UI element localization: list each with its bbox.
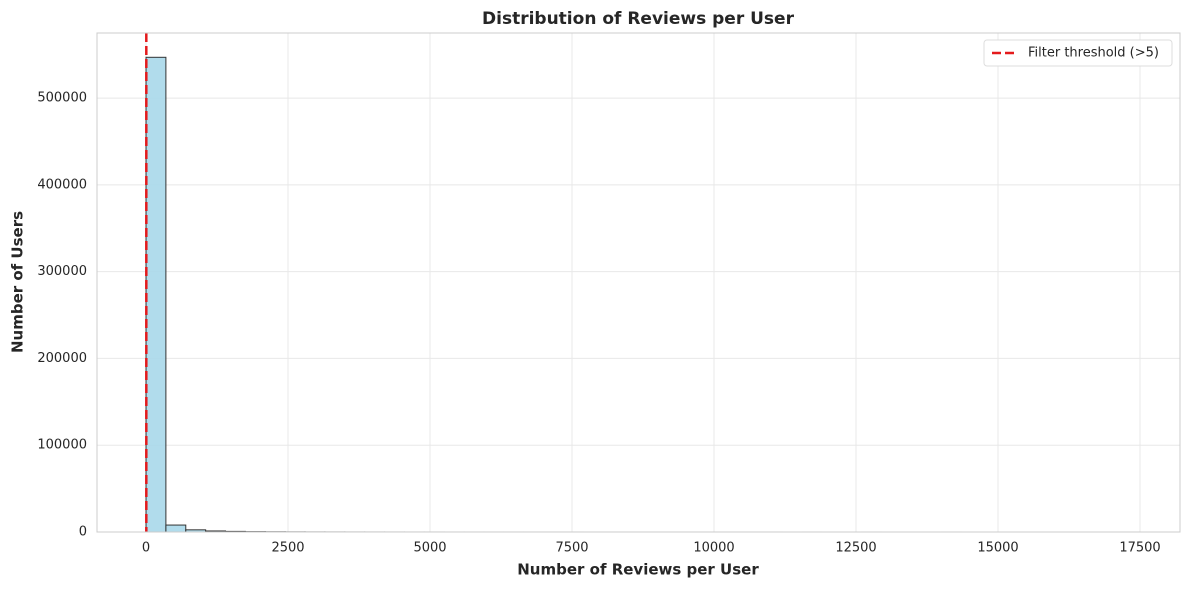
x-tick-label: 17500 xyxy=(1119,541,1160,556)
x-tick-label: 5000 xyxy=(413,541,446,556)
bar xyxy=(166,525,186,532)
y-tick-label: 100000 xyxy=(37,438,87,453)
legend-label: Filter threshold (>5) xyxy=(1028,46,1159,61)
y-axis-label: Number of Users xyxy=(9,211,27,353)
x-axis-label: Number of Reviews per User xyxy=(517,561,759,579)
plot-frame xyxy=(97,33,1180,532)
y-tick-label: 300000 xyxy=(37,264,87,279)
x-tick-label: 10000 xyxy=(693,541,734,556)
chart-title: Distribution of Reviews per User xyxy=(482,9,795,29)
x-tick-label: 2500 xyxy=(271,541,304,556)
x-tick-label: 7500 xyxy=(555,541,588,556)
bar xyxy=(146,57,166,532)
y-tick-label: 200000 xyxy=(37,351,87,366)
x-tick-label: 12500 xyxy=(835,541,876,556)
y-tick-label: 0 xyxy=(79,525,87,540)
y-tick-label: 400000 xyxy=(37,177,87,192)
y-tick-label: 500000 xyxy=(37,91,87,106)
x-tick-label: 0 xyxy=(142,541,150,556)
x-tick-label: 15000 xyxy=(977,541,1018,556)
